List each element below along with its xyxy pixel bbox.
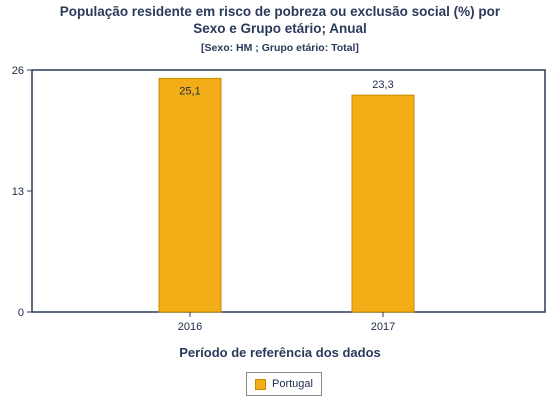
x-axis-label: Período de referência dos dados [179,345,381,360]
y-tick-label: 13 [12,186,24,198]
plot-frame [31,69,546,313]
bar [158,77,222,313]
bar-value-label: 25,1 [179,85,200,97]
legend-swatch-portugal [255,378,266,390]
legend: Portugal [246,372,322,396]
y-tick-label: 0 [18,307,24,319]
chart-subtitle: [Sexo: HM ; Grupo etário: Total] [201,42,359,54]
bar-value-label: 23,3 [372,79,393,91]
chart-title-line-1: População residente em risco de pobreza … [59,4,501,19]
legend-label-portugal: Portugal [272,378,313,390]
chart-title-line-2: Sexo e Grupo etário; Anual [193,21,367,36]
x-tick-label: 2016 [178,321,202,333]
chart-title: População residente em risco de pobreza … [0,3,560,37]
bar [351,94,415,313]
y-tick-label: 26 [12,65,24,77]
x-tick-label: 2017 [371,321,395,333]
